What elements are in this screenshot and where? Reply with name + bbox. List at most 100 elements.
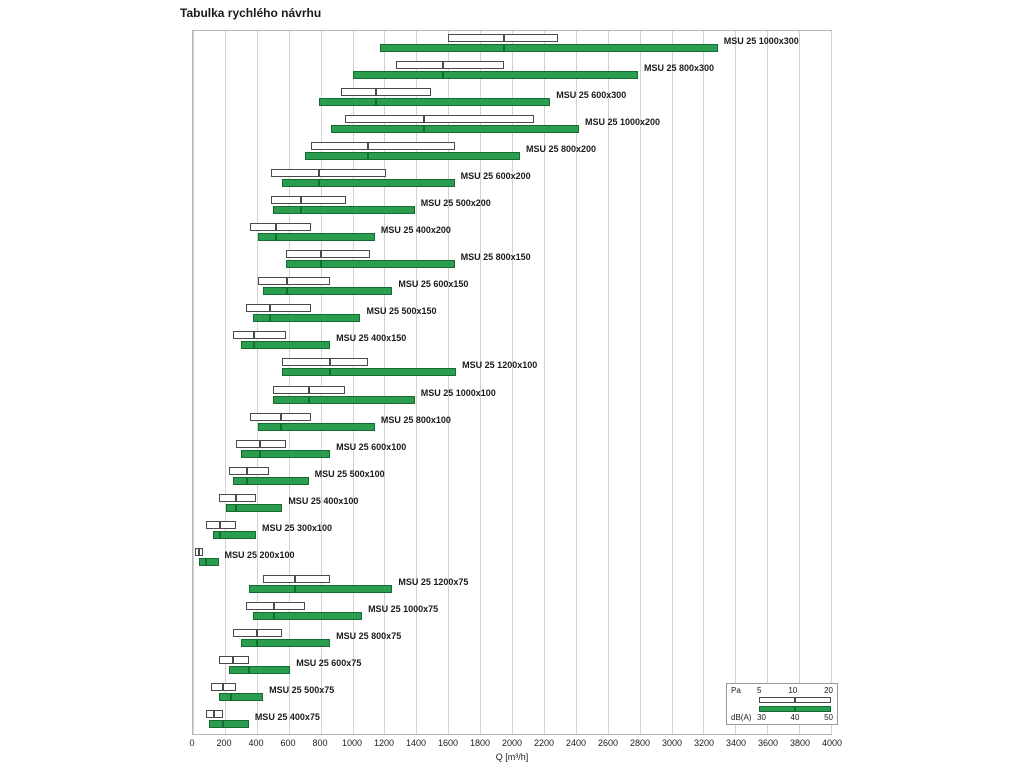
bar-label: MSU 25 500x200	[420, 198, 491, 209]
pa-bar-segment	[424, 115, 535, 124]
pa-bar-segment	[205, 709, 214, 718]
x-tick-label: 0	[189, 738, 195, 748]
db-bar-segment	[240, 341, 254, 350]
pa-bar-segment	[259, 439, 286, 448]
legend-pa-row: Pa 5 10 20	[731, 686, 833, 695]
bar-row: MSU 25 300x100	[193, 518, 831, 545]
pa-bar-segment	[245, 601, 275, 610]
bar-row: MSU 25 200x100	[193, 545, 831, 572]
gridline	[575, 31, 577, 734]
db-bar-segment	[228, 665, 249, 674]
bar-row: MSU 25 500x75	[193, 680, 831, 707]
bar-label: MSU 25 600x200	[460, 171, 531, 182]
gridline	[224, 31, 226, 734]
db-bar-segment	[253, 341, 331, 350]
gridline	[320, 31, 322, 734]
db-bar-segment	[280, 422, 375, 431]
bar-row: MSU 25 500x200	[193, 193, 831, 220]
pa-bar-segment	[199, 547, 204, 556]
pa-bar-segment	[218, 655, 233, 664]
legend-pa-value-5: 5	[757, 686, 762, 695]
bar-label: MSU 25 600x100	[336, 441, 407, 452]
db-bar-segment	[258, 233, 276, 242]
bar-label: MSU 25 800x75	[336, 630, 402, 641]
db-bar-segment	[248, 665, 291, 674]
pa-bar-segment	[232, 655, 249, 664]
x-tick-label: 2200	[533, 738, 555, 748]
gridline	[448, 31, 450, 734]
bar-row: MSU 25 500x100	[193, 464, 831, 491]
pa-bar-segment	[368, 142, 455, 151]
pa-bar-segment	[256, 628, 283, 637]
legend-db-bar-segment	[795, 705, 831, 712]
bar-label: MSU 25 800x100	[380, 414, 451, 425]
db-bar-segment	[252, 314, 270, 323]
pa-bar-segment	[282, 358, 331, 367]
bar-row: MSU 25 1200x100	[193, 355, 831, 382]
db-bar-segment	[330, 125, 425, 134]
gridline	[543, 31, 545, 734]
db-bar-segment	[205, 557, 219, 566]
pa-bar-segment	[287, 277, 331, 286]
db-bar-segment	[274, 611, 363, 620]
legend-db-values: 30 40 50	[757, 713, 833, 722]
db-bar-segment	[352, 71, 444, 80]
bar-label: MSU 25 1000x75	[368, 603, 439, 614]
pa-bar-segment	[504, 34, 559, 42]
db-bar-segment	[282, 368, 331, 377]
x-tick-label: 1400	[405, 738, 427, 748]
pa-bar-segment	[395, 61, 444, 70]
pa-bar-segment	[213, 709, 224, 718]
bar-row: MSU 25 800x75	[193, 626, 831, 653]
pa-bar-segment	[228, 466, 248, 475]
db-bar-segment	[504, 44, 718, 52]
bar-label: MSU 25 1000x200	[584, 117, 661, 128]
pa-bar-segment	[195, 547, 200, 556]
legend-db-bar	[759, 705, 831, 712]
legend-pa-bar-row	[731, 695, 833, 704]
db-bar-segment	[301, 206, 415, 215]
gridline	[671, 31, 673, 734]
legend: Pa 5 10 20 dB(A) 30 40 50	[726, 683, 838, 725]
bar-label: MSU 25 400x75	[254, 711, 320, 722]
db-bar-segment	[231, 692, 264, 701]
pa-bar-segment	[319, 169, 386, 178]
pa-bar-segment	[269, 304, 312, 313]
plot-area: MSU 25 1000x300 MSU 25 800x300 MSU 25 600x…	[192, 30, 832, 735]
bar-row: MSU 25 800x150	[193, 247, 831, 274]
db-bar-segment	[223, 719, 249, 728]
gridline	[352, 31, 354, 734]
pa-bar-segment	[250, 223, 276, 232]
gridline	[767, 31, 769, 734]
x-axis-ticks: 0 200 400 600 800 1000 1200 1400 1600 1800 2000 220…	[189, 738, 842, 750]
gridline	[831, 31, 832, 734]
pa-bar-segment	[258, 277, 288, 286]
legend-db-value-50: 50	[824, 713, 833, 722]
x-tick-label: 1600	[437, 738, 459, 748]
pa-bar-segment	[448, 34, 504, 42]
pa-bar-segment	[344, 115, 425, 124]
db-bar-segment	[305, 152, 369, 161]
db-bar-segment	[319, 179, 455, 188]
pa-bar-segment	[280, 412, 312, 421]
db-bar-segment	[287, 287, 393, 296]
bar-row: MSU 25 400x150	[193, 328, 831, 355]
pa-bar-segment	[232, 628, 257, 637]
bar-label: MSU 25 400x200	[380, 225, 451, 236]
x-tick-label: 3800	[789, 738, 811, 748]
x-tick-label: 1800	[469, 738, 491, 748]
pa-bar-segment	[210, 682, 224, 691]
pa-bar-segment	[253, 331, 286, 340]
pa-bar-segment	[308, 385, 345, 394]
pa-bar-segment	[376, 88, 431, 97]
gridline	[288, 31, 290, 734]
pa-bar-segment	[311, 142, 369, 151]
x-axis-title: Q [m³/h]	[192, 752, 832, 762]
legend-db-label: dB(A)	[731, 713, 752, 722]
pa-bar-segment	[285, 250, 321, 259]
gridline	[735, 31, 737, 734]
pa-bar-segment	[245, 304, 270, 313]
bar-label: MSU 25 1000x100	[420, 387, 496, 398]
bar-row: MSU 25 1000x75	[193, 599, 831, 626]
db-bar-segment	[282, 179, 319, 188]
